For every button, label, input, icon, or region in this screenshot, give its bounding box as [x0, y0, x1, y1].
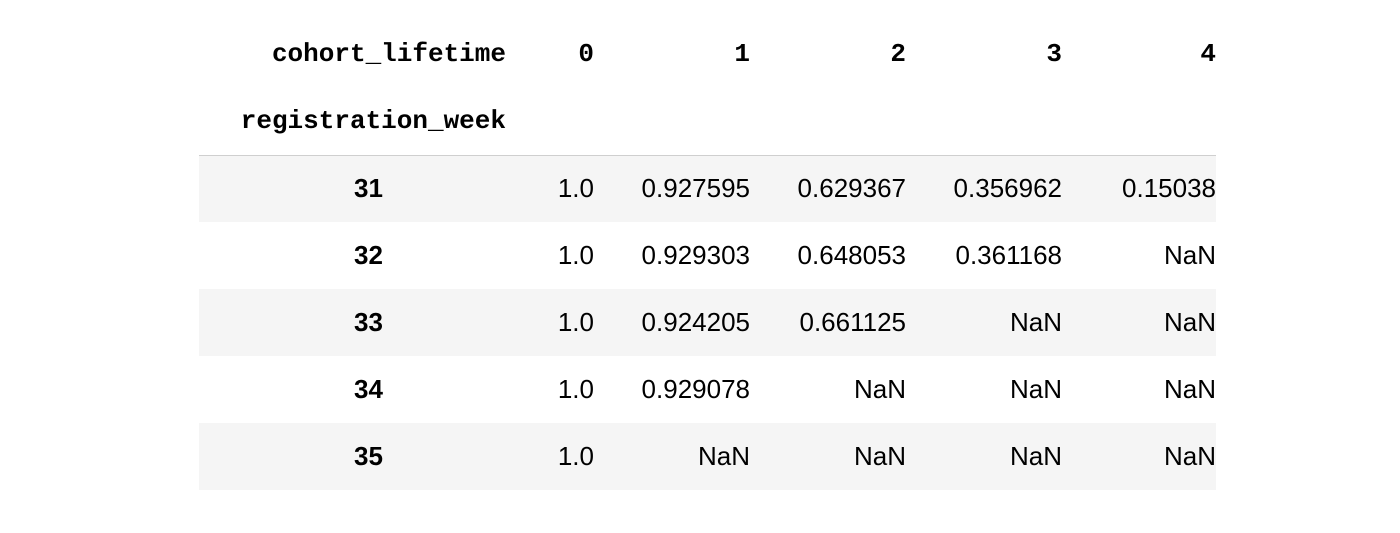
columns-header-row: cohort_lifetime 0 1 2 3 4 — [199, 20, 1216, 87]
empty-header-cell — [906, 87, 1062, 155]
table-row: 33 1.0 0.924205 0.661125 NaN NaN — [199, 289, 1216, 356]
table-cell: NaN — [1163, 374, 1216, 404]
column-header: 1 — [734, 38, 750, 69]
table-cell: 1.0 — [557, 240, 594, 270]
table-cell: NaN — [1009, 374, 1062, 404]
table-cell: 0.661125 — [799, 307, 906, 337]
empty-header-cell — [1062, 87, 1216, 155]
table-cell: NaN — [1163, 441, 1216, 471]
row-index: 32 — [354, 240, 383, 270]
table-cell: 0.15038 — [1122, 173, 1216, 204]
table-cell: NaN — [1163, 307, 1216, 337]
column-header: 2 — [890, 38, 906, 69]
table-cell: 0.361168 — [955, 240, 1062, 270]
row-index: 35 — [354, 441, 383, 471]
empty-header-cell — [750, 87, 906, 155]
empty-header-cell — [522, 87, 594, 155]
table-cell: 0.929078 — [641, 374, 750, 404]
table-cell: 1.0 — [557, 441, 594, 471]
row-index: 33 — [354, 307, 383, 337]
index-header-row: registration_week — [199, 87, 1216, 155]
empty-header-cell — [594, 87, 750, 155]
column-header: 4 — [1200, 38, 1216, 69]
table-cell: NaN — [1009, 441, 1062, 471]
table-row: 34 1.0 0.929078 NaN NaN NaN — [199, 356, 1216, 423]
table-cell: NaN — [1163, 240, 1216, 270]
table-row: 35 1.0 NaN NaN NaN NaN — [199, 423, 1216, 490]
table-cell: NaN — [1009, 307, 1062, 337]
table-cell: 1.0 — [557, 374, 594, 404]
cohort-retention-table: cohort_lifetime 0 1 2 3 4 registration_w… — [199, 20, 1216, 490]
table-cell: NaN — [697, 441, 750, 471]
table-cell: 1.0 — [557, 307, 594, 337]
row-index: 34 — [354, 374, 383, 404]
table-cell: 0.929303 — [641, 240, 750, 270]
column-header: 0 — [578, 38, 594, 69]
table-cell: 0.648053 — [797, 240, 906, 270]
index-name-header: registration_week — [240, 105, 506, 136]
row-index: 31 — [354, 173, 383, 204]
table-cell: 0.629367 — [797, 173, 906, 204]
table-cell: 0.927595 — [641, 173, 750, 204]
table-cell: 0.924205 — [641, 307, 750, 337]
column-header: 3 — [1046, 38, 1062, 69]
table-cell: NaN — [853, 441, 906, 471]
table-cell: 1.0 — [557, 173, 594, 204]
columns-name-header: cohort_lifetime — [271, 38, 506, 69]
table-row: 31 1.0 0.927595 0.629367 0.356962 0.1503… — [199, 155, 1216, 222]
table-cell: 0.356962 — [953, 173, 1062, 204]
table-cell: NaN — [853, 374, 906, 404]
table-row: 32 1.0 0.929303 0.648053 0.361168 NaN — [199, 222, 1216, 289]
